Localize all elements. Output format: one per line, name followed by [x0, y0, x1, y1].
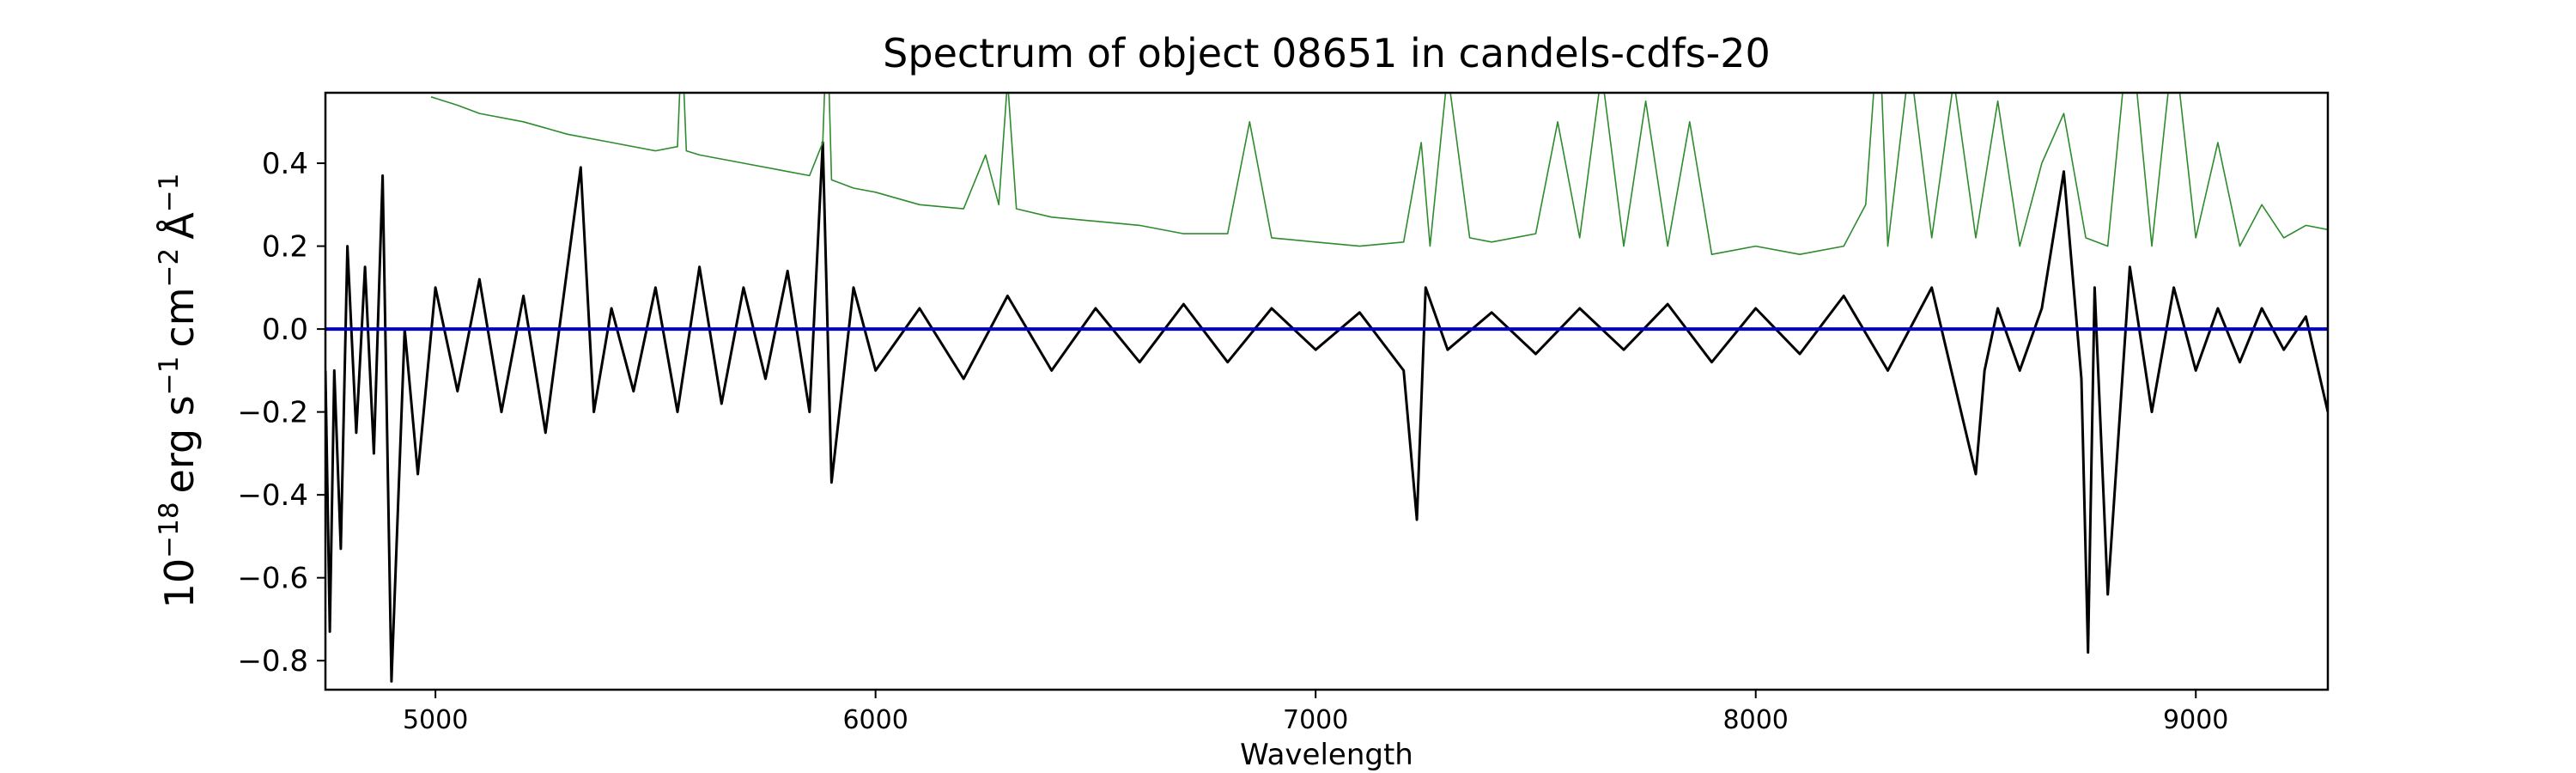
y-tick-label: −0.4: [237, 478, 308, 513]
x-tick-label: 8000: [1723, 705, 1789, 735]
y-tick-label: −0.2: [237, 396, 308, 430]
y-axis: 0.4 0.2 0.0 −0.2 −0.4 −0.6 −0.8: [237, 147, 325, 679]
x-tick-label: 9000: [2163, 705, 2228, 735]
y-axis-label: 10−18erg s−1cm−2Å−1: [154, 173, 203, 609]
plot-frame: [324, 91, 2330, 691]
series-layer: [325, 93, 2328, 683]
y-tick-label: 0.4: [262, 147, 308, 181]
y-tick-label: −0.8: [237, 644, 308, 679]
x-axis-label: Wavelength: [1240, 738, 1413, 772]
x-axis: 5000 6000 7000 8000 9000: [403, 690, 2228, 735]
y-tick-label: −0.6: [237, 562, 308, 596]
x-tick-label: 6000: [842, 705, 908, 735]
x-tick-label: 5000: [403, 705, 468, 735]
y-tick-label: 0.2: [262, 230, 308, 265]
x-tick-label: 7000: [1283, 705, 1348, 735]
series-error-line: [430, 93, 2328, 256]
series-flux-line: [325, 141, 2328, 683]
y-tick-label: 0.0: [262, 313, 308, 347]
chart-title: Spectrum of object 08651 in candels-cdfs…: [883, 30, 1771, 76]
